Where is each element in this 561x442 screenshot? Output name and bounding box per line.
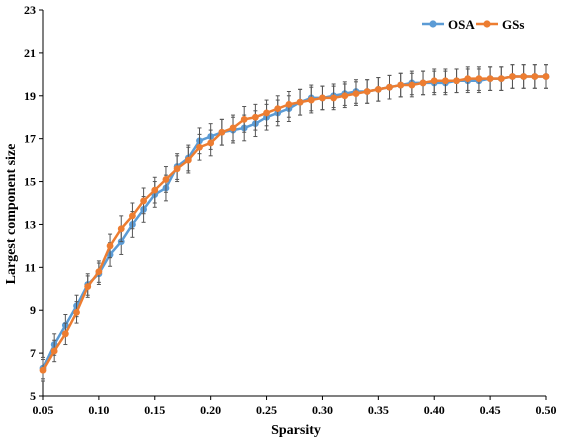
axes (42, 10, 546, 397)
data-point-gss (397, 81, 405, 89)
y-ticks: 5 7 9 11 13 15 17 19 21 23 (24, 3, 43, 403)
data-point-gss (319, 94, 326, 102)
data-point-gss (330, 94, 338, 102)
data-point-gss (117, 225, 125, 233)
data-point-gss (251, 113, 259, 121)
data-point-gss (207, 139, 215, 147)
data-point-gss (84, 283, 92, 291)
y-tick-label: 23 (24, 3, 36, 17)
data-point-gss (442, 77, 449, 85)
data-point-gss (531, 73, 539, 80)
data-point-gss (263, 109, 270, 117)
y-tick-label: 19 (24, 89, 36, 103)
y-tick-label: 15 (24, 175, 36, 189)
series-gss-line (41, 75, 546, 371)
legend-item-osa: OSA (422, 17, 475, 32)
y-tick-label: 7 (30, 346, 36, 360)
data-point-gss (486, 75, 494, 83)
data-point-gss (386, 83, 393, 91)
data-point-gss (453, 77, 460, 85)
series-osa-line (41, 75, 546, 369)
legend-osa-label: OSA (448, 17, 475, 32)
y-tick-label: 17 (24, 132, 36, 146)
data-point-gss (408, 81, 416, 89)
x-tick-label: 0.15 (144, 403, 165, 417)
x-tick-label: 0.50 (536, 403, 557, 417)
data-point-gss (352, 90, 360, 98)
series-layer (39, 64, 550, 382)
x-tick-label: 0.05 (33, 403, 54, 417)
y-tick-label: 11 (25, 260, 36, 274)
data-point-gss (419, 79, 427, 87)
data-point-gss (374, 85, 382, 93)
data-point-gss (464, 75, 472, 83)
data-point-gss (129, 212, 136, 220)
x-tick-label: 0.45 (480, 403, 501, 417)
y-tick-label: 13 (24, 217, 36, 231)
x-tick-label: 0.20 (200, 403, 221, 417)
legend-osa-marker (429, 20, 437, 28)
legend-gss-marker (483, 20, 491, 28)
x-ticks: 0.05 0.10 0.15 0.20 0.25 0.30 0.35 0.40 0.45 0.50 (33, 396, 557, 417)
data-point-gss (173, 165, 181, 173)
data-point-gss (73, 308, 80, 316)
y-axis-title: Largest component size (4, 144, 19, 285)
y-tick-label: 21 (24, 46, 36, 60)
data-point-gss (542, 73, 550, 80)
series-gss-error-bars (41, 64, 548, 382)
data-point-gss (274, 105, 282, 113)
data-point-gss (520, 73, 528, 80)
x-tick-label: 0.25 (256, 403, 277, 417)
data-point-gss (229, 124, 237, 132)
data-point-gss (509, 73, 516, 80)
y-tick-label: 9 (30, 303, 36, 317)
x-tick-label: 0.10 (88, 403, 109, 417)
series-osa (39, 64, 550, 380)
series-osa-error-bars (41, 64, 548, 380)
data-point-gss (61, 330, 69, 338)
data-point-gss (475, 75, 483, 83)
data-point-gss (184, 156, 192, 164)
data-point-gss (39, 366, 47, 374)
data-point-gss (341, 92, 349, 100)
x-tick-label: 0.40 (424, 403, 445, 417)
x-tick-label: 0.35 (368, 403, 389, 417)
data-point-gss (307, 96, 315, 104)
data-point-gss (240, 115, 248, 123)
x-tick-label: 0.30 (312, 403, 333, 417)
data-point-gss (196, 143, 203, 151)
data-point-gss (363, 88, 371, 95)
data-point-gss (95, 268, 103, 276)
legend-item-gss: GSs (476, 17, 524, 32)
data-point-gss (285, 100, 293, 108)
legend: OSA GSs (422, 17, 524, 32)
data-point-gss (430, 77, 438, 85)
y-tick-label: 5 (30, 389, 36, 403)
x-axis-title: Sparsity (271, 423, 321, 438)
data-point-gss (140, 197, 148, 205)
data-point-gss (50, 347, 58, 355)
data-point-gss (106, 242, 114, 250)
data-point-gss (497, 75, 505, 83)
data-point-gss (162, 176, 170, 183)
data-point-gss (151, 186, 159, 194)
data-point-gss (296, 98, 304, 106)
series-gss (39, 64, 550, 382)
data-point-gss (218, 128, 226, 136)
legend-gss-label: GSs (502, 17, 524, 32)
